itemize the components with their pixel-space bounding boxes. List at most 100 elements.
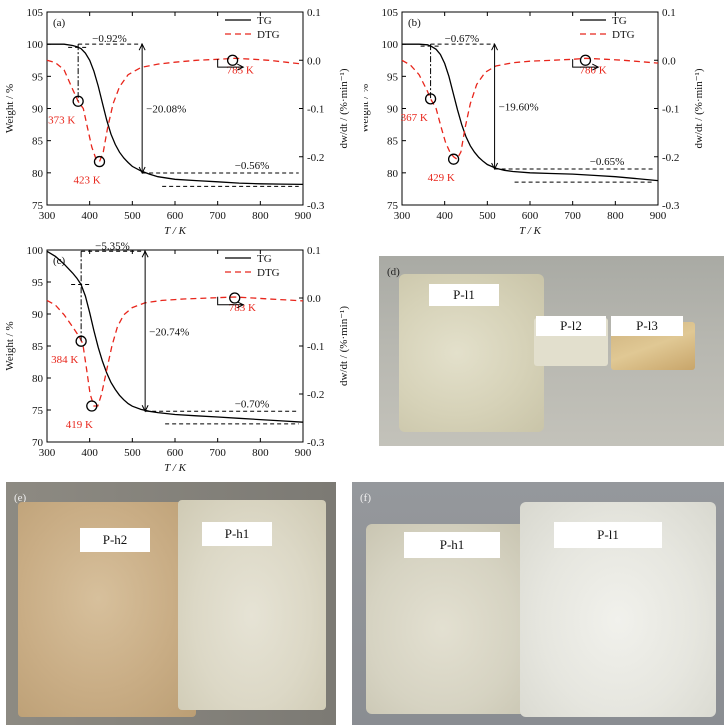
y-tick-label-right: -0.2 bbox=[307, 389, 324, 401]
y-tick-label-left: 85 bbox=[387, 136, 399, 148]
photo-label-p-l1: P-l1 bbox=[429, 284, 499, 306]
photo-panel-f: (f) P-h1 P-l1 bbox=[352, 482, 724, 725]
x-tick-label: 900 bbox=[295, 447, 312, 459]
y-tick-label-left: 85 bbox=[32, 136, 44, 148]
peak-label: 367 K bbox=[401, 112, 428, 124]
y-tick-label-right: 0.0 bbox=[307, 293, 321, 305]
peak-label: 429 K bbox=[428, 172, 455, 184]
y-tick-label-left: 75 bbox=[32, 405, 44, 417]
panel-label-f: (f) bbox=[360, 492, 371, 504]
axis-pointer-head bbox=[237, 301, 245, 309]
x-tick-label: 600 bbox=[522, 210, 539, 222]
peak-label: 373 K bbox=[48, 114, 75, 126]
peak-marker bbox=[226, 54, 239, 66]
y-axis-label-left: Weight / % bbox=[4, 84, 16, 133]
x-tick-label: 500 bbox=[479, 210, 496, 222]
chart-c: 300 400 500 600 700 800 900 70 75 80 85 90 95 100 -0.3… bbox=[4, 240, 350, 474]
x-axis-label: T / K bbox=[164, 225, 186, 237]
y-tick-label-left: 85 bbox=[32, 341, 44, 353]
series-tg-line bbox=[46, 250, 304, 423]
axis-pointer-head bbox=[592, 63, 600, 71]
mass-loss-label-3: −0.70% bbox=[235, 398, 270, 410]
y-tick-label-right: -0.3 bbox=[662, 200, 680, 212]
chart-b: 300 400 500 600 700 800 900 75 80 85 90 95 100 105 -0.… bbox=[364, 7, 705, 237]
x-tick-label: 600 bbox=[167, 447, 184, 459]
arrow-head bbox=[491, 43, 499, 51]
peak-marker bbox=[86, 400, 98, 412]
panel-label-e: (e) bbox=[14, 492, 27, 504]
series-tg-line bbox=[47, 43, 304, 186]
y-tick-label-right: 0.1 bbox=[307, 245, 321, 257]
y-tick-label-right: 0.1 bbox=[662, 7, 676, 19]
y-tick-label-right: 0.0 bbox=[662, 55, 676, 67]
panel-label-d: (d) bbox=[387, 266, 400, 278]
y-axis-label-right: dw/dt / (%·min⁻¹) bbox=[693, 68, 705, 148]
x-tick-label: 700 bbox=[209, 210, 226, 222]
legend-label-tg: TG bbox=[257, 15, 272, 27]
peak-marker bbox=[93, 155, 106, 168]
arrow-head bbox=[138, 43, 146, 51]
y-tick-label-left: 75 bbox=[32, 200, 44, 212]
y-axis-label-left: Weight / % bbox=[4, 321, 16, 370]
y-tick-label-left: 70 bbox=[32, 437, 44, 449]
mass-loss-label-1: −5.35% bbox=[95, 240, 130, 252]
y-tick-label-left: 105 bbox=[382, 7, 399, 19]
x-tick-label: 400 bbox=[81, 447, 98, 459]
y-tick-label-right: -0.2 bbox=[662, 152, 679, 164]
y-tick-label-right: -0.3 bbox=[307, 437, 325, 449]
arrow-head bbox=[141, 250, 149, 258]
x-tick-label: 600 bbox=[167, 210, 184, 222]
x-tick-label: 800 bbox=[252, 447, 269, 459]
x-tick-label: 500 bbox=[124, 210, 141, 222]
mass-loss-label-2: −20.74% bbox=[149, 326, 189, 338]
series-dtg-line bbox=[401, 57, 659, 161]
photo-panel-d: (d) P-l1 P-l2 P-l3 bbox=[379, 256, 724, 446]
peak-marker bbox=[229, 292, 241, 304]
peak-marker bbox=[447, 153, 460, 165]
axis-pointer-head bbox=[237, 63, 245, 71]
arrow-head bbox=[141, 405, 149, 413]
axis-pointer bbox=[572, 59, 599, 68]
x-tick-label: 900 bbox=[295, 210, 312, 222]
series-dtg-line bbox=[46, 296, 304, 407]
y-tick-label-right: -0.1 bbox=[662, 104, 679, 116]
photo-panel-e: (e) P-h2 P-h1 bbox=[6, 482, 336, 725]
photo-label-p-h1-f: P-h1 bbox=[404, 532, 500, 558]
y-axis-label-left: Weight / % bbox=[364, 84, 371, 133]
legend-label-dtg: DTG bbox=[257, 267, 280, 279]
y-tick-label-left: 90 bbox=[387, 104, 399, 116]
x-axis-label: T / K bbox=[164, 462, 186, 474]
x-tick-label: 800 bbox=[607, 210, 624, 222]
mass-loss-label-2: −20.08% bbox=[146, 104, 186, 116]
legend-label-tg: TG bbox=[612, 15, 627, 27]
mass-loss-label-1: −0.67% bbox=[445, 33, 480, 45]
x-tick-label: 700 bbox=[564, 210, 581, 222]
y-tick-label-left: 90 bbox=[32, 104, 44, 116]
chart-a: 300 400 500 600 700 800 900 75 80 85 90 95 100 105 -0.… bbox=[4, 7, 350, 237]
x-tick-label: 900 bbox=[650, 210, 667, 222]
y-tick-label-left: 95 bbox=[32, 71, 44, 83]
series-dtg-line bbox=[46, 57, 304, 163]
peak-label: 423 K bbox=[73, 175, 100, 187]
x-tick-label: 300 bbox=[39, 447, 56, 459]
photo-label-p-l3: P-l3 bbox=[611, 316, 683, 336]
series-tg-line bbox=[402, 43, 659, 182]
legend-label-tg: TG bbox=[257, 253, 272, 265]
y-tick-label-left: 100 bbox=[382, 39, 399, 51]
x-tick-label: 500 bbox=[124, 447, 141, 459]
x-tick-label: 800 bbox=[252, 210, 269, 222]
y-tick-label-left: 105 bbox=[27, 7, 44, 19]
photo-label-p-l2: P-l2 bbox=[536, 316, 606, 336]
peak-marker bbox=[579, 54, 592, 66]
panel-label: (c) bbox=[53, 255, 66, 267]
y-tick-label-right: -0.3 bbox=[307, 200, 325, 212]
panel-label: (b) bbox=[408, 17, 421, 29]
legend-label-dtg: DTG bbox=[612, 29, 635, 41]
y-tick-label-left: 80 bbox=[32, 168, 44, 180]
y-tick-label-right: -0.1 bbox=[307, 104, 324, 116]
x-tick-label: 300 bbox=[39, 210, 56, 222]
y-tick-label-right: -0.1 bbox=[307, 341, 324, 353]
y-tick-label-left: 100 bbox=[27, 39, 44, 51]
y-tick-label-left: 95 bbox=[387, 71, 399, 83]
x-tick-label: 700 bbox=[209, 447, 226, 459]
